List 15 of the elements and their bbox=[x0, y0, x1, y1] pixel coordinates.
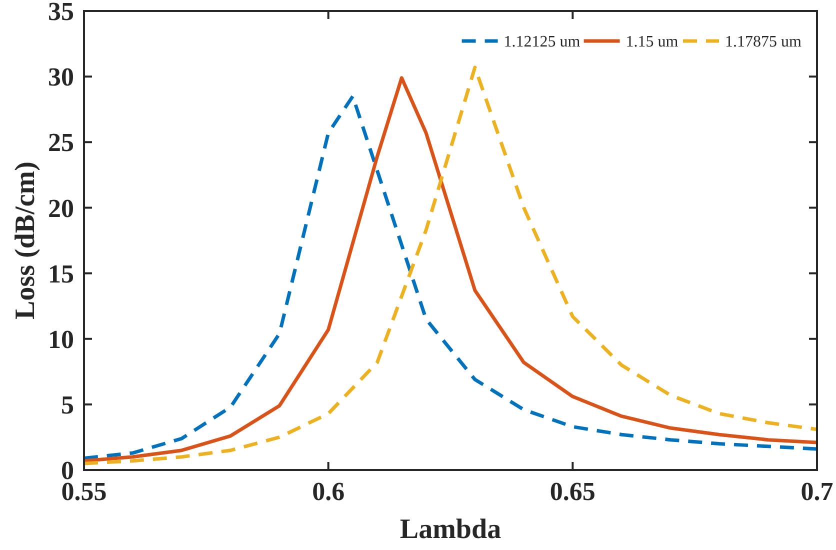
y-tick-label: 30 bbox=[48, 62, 74, 92]
legend-label: 1.17875 um bbox=[725, 34, 802, 51]
legend-label: 1.15 um bbox=[626, 34, 679, 51]
legend-label: 1.12125 um bbox=[504, 34, 581, 51]
x-axis-title: Lambda bbox=[400, 514, 502, 545]
y-tick-label: 35 bbox=[48, 0, 74, 26]
y-tick-label: 5 bbox=[61, 390, 74, 420]
y-tick-label: 25 bbox=[48, 128, 74, 158]
y-axis-title: Loss (dB/cm) bbox=[10, 162, 41, 320]
y-tick-label: 15 bbox=[48, 259, 74, 288]
x-tick-label: 0.7 bbox=[800, 477, 834, 506]
y-tick-label: 10 bbox=[48, 324, 74, 354]
y-tick-label: 20 bbox=[48, 194, 74, 223]
x-tick-label: 0.6 bbox=[312, 477, 345, 506]
x-tick-label: 0.65 bbox=[550, 477, 596, 506]
